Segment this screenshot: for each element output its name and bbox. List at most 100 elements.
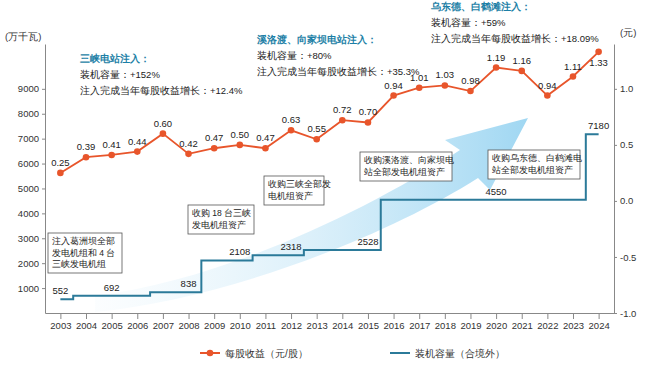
y2-tick-mark	[614, 257, 617, 258]
data-label: 1.33	[589, 57, 608, 68]
y2-tick-mark	[614, 313, 617, 314]
plot-area	[57, 49, 602, 300]
note: 三峡电站注入： 装机容量：+152% 注入完成当年每股收益增长：+12.4%	[80, 53, 243, 96]
callout-text: 三峡发电机组	[52, 259, 106, 269]
y2-tick-mark	[614, 89, 617, 90]
x-tick-label: 2022	[537, 320, 558, 331]
data-label: 0.70	[359, 106, 378, 117]
callout-text: 收购三峡全部发	[268, 179, 331, 189]
x-tick-label: 2017	[409, 320, 430, 331]
series-marker	[467, 88, 474, 95]
y-tick-label: 5000	[18, 183, 39, 194]
x-tick-label: 2018	[435, 320, 456, 331]
note-text: 注入完成当年每股收益增长：+35.3%	[257, 66, 420, 77]
series-marker	[83, 154, 90, 161]
y-tick-mark	[42, 188, 45, 189]
data-label: 2108	[229, 246, 250, 257]
data-label: 0.60	[154, 118, 173, 129]
x-tick-mark	[547, 313, 548, 319]
y-tick-label: 9000	[18, 83, 39, 94]
y2-axis-title: (元)	[620, 27, 636, 38]
callout: 收购溪洛渡、向家坝电站全部发电机组资产	[360, 152, 454, 181]
x-tick-mark	[60, 313, 61, 319]
note-title: 溪洛渡、向家坝电站注入：	[256, 34, 377, 45]
data-label: 0.50	[231, 129, 250, 140]
series-marker	[365, 119, 372, 126]
data-label: 4550	[486, 186, 507, 197]
y-tick-mark	[42, 114, 45, 115]
legend: 每股收益（元/股） 装机容量（合境外）	[200, 348, 505, 359]
data-label: 838	[181, 278, 197, 289]
legend-item: 每股收益（元/股）	[200, 348, 308, 359]
note-text: 装机容量：+59%	[431, 17, 506, 28]
x-tick-label: 2014	[332, 320, 353, 331]
y2-tick-label: -1.0	[620, 308, 636, 319]
data-label: 2318	[280, 241, 301, 252]
y-tick: 2000	[18, 258, 45, 269]
x-axis: 2003200420052006200720082009201020112012…	[46, 313, 615, 331]
series-line	[60, 52, 598, 173]
y-tick: 8000	[18, 108, 45, 119]
x-tick-mark	[522, 313, 523, 319]
x-tick-mark	[291, 313, 292, 319]
x-tick-mark	[163, 313, 164, 319]
x-tick-mark	[470, 313, 471, 319]
y2-tick: -1.0	[614, 308, 636, 319]
data-label: 0.41	[102, 139, 121, 150]
x-tick-label: 2004	[76, 320, 97, 331]
y-tick-label: 3000	[18, 233, 39, 244]
x-tick: 2004	[76, 313, 97, 331]
series-marker	[134, 148, 141, 155]
note-text: 注入完成当年每股收益增长：+12.4%	[80, 85, 243, 96]
y-axis-line	[45, 45, 46, 314]
note-title: 三峡电站注入：	[80, 53, 150, 64]
callout-text: 站全部发电机组资产	[492, 165, 573, 175]
callout-box	[188, 205, 254, 234]
data-label: 0.42	[179, 138, 198, 149]
x-tick-label: 2024	[589, 320, 610, 331]
x-tick-label: 2006	[127, 320, 148, 331]
series-marker	[313, 136, 320, 143]
x-tick: 2017	[409, 313, 430, 331]
x-tick: 2024	[589, 313, 610, 331]
x-tick-mark	[342, 313, 343, 319]
x-tick-label: 2016	[384, 320, 405, 331]
x-tick-label: 2023	[563, 320, 584, 331]
series-marker	[211, 145, 218, 152]
x-tick: 2005	[102, 313, 123, 331]
data-label: 692	[104, 282, 120, 293]
x-tick-mark	[137, 313, 138, 319]
legend-swatch	[390, 352, 410, 354]
data-label: 0.47	[205, 132, 224, 143]
x-tick-label: 2008	[178, 320, 199, 331]
y-axis: 100020003000400050006000700080009000	[18, 45, 46, 314]
x-tick-label: 2011	[256, 320, 276, 331]
x-tick: 2010	[230, 313, 251, 331]
note: 溪洛渡、向家坝电站注入：装机容量：+80%注入完成当年每股收益增长：+35.3%	[256, 34, 420, 77]
x-tick-mark	[573, 313, 574, 319]
legend-label: 每股收益（元/股）	[225, 348, 308, 359]
data-label: 0.94	[384, 80, 403, 91]
callout: 收购 18 台三峡发电机组资产	[188, 205, 254, 234]
y2-tick-mark	[614, 201, 617, 202]
data-label: 2528	[357, 236, 378, 247]
data-label: 1.11	[564, 61, 582, 72]
x-tick-mark	[445, 313, 446, 319]
x-tick-mark	[368, 313, 369, 319]
y-tick-mark	[42, 139, 45, 140]
legend-label: 装机容量（合境外）	[415, 348, 505, 359]
series-marker	[544, 92, 551, 99]
note-text: 装机容量：+152%	[80, 69, 160, 80]
x-tick-label: 2009	[204, 320, 225, 331]
data-labels: 0.250.390.410.440.600.420.470.500.470.63…	[51, 52, 609, 297]
x-tick: 2018	[435, 313, 456, 331]
y-tick-mark	[42, 89, 45, 90]
series-marker	[262, 145, 269, 152]
y-tick: 7000	[18, 133, 45, 144]
series-line	[60, 134, 598, 299]
callout-box	[48, 233, 122, 273]
x-tick: 2013	[307, 313, 328, 331]
x-tick-label: 2013	[307, 320, 328, 331]
y-tick-label: 4000	[18, 208, 39, 219]
y-tick-mark	[42, 288, 45, 289]
